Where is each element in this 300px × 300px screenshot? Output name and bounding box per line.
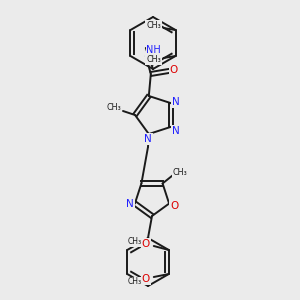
Text: CH₃: CH₃ xyxy=(172,168,187,177)
Text: CH₃: CH₃ xyxy=(128,278,142,286)
Text: N: N xyxy=(172,126,180,136)
Text: O: O xyxy=(142,239,150,249)
Text: O: O xyxy=(170,65,178,75)
Text: N: N xyxy=(126,199,134,208)
Text: CH₃: CH₃ xyxy=(146,56,161,64)
Text: O: O xyxy=(142,274,150,284)
Text: CH₃: CH₃ xyxy=(128,238,142,247)
Text: NH: NH xyxy=(146,45,161,55)
Text: CH₃: CH₃ xyxy=(106,103,122,112)
Text: N: N xyxy=(144,134,152,144)
Text: O: O xyxy=(170,201,178,211)
Text: N: N xyxy=(172,97,180,107)
Text: CH₃: CH₃ xyxy=(146,20,161,29)
